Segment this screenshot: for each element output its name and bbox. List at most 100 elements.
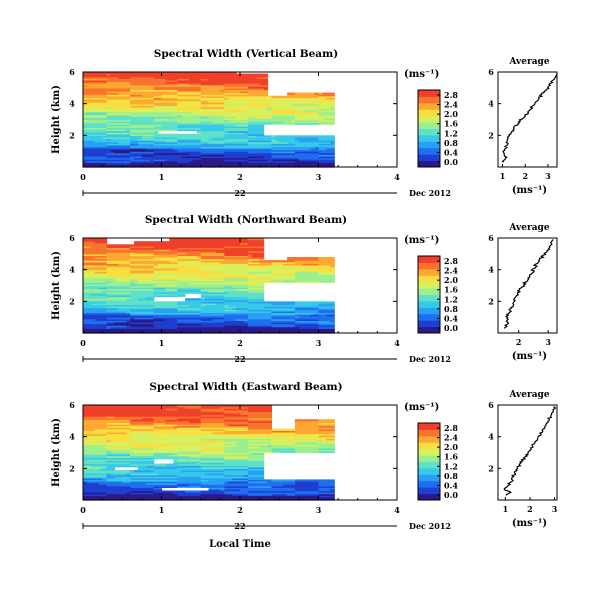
heat-cell — [228, 121, 233, 124]
heat-cell — [267, 119, 272, 122]
heat-cell — [236, 141, 241, 144]
heat-cell — [185, 159, 190, 162]
heat-cell — [86, 122, 92, 125]
heatmap-cells — [83, 72, 335, 168]
heat-cell — [106, 95, 112, 98]
heat-cell — [196, 75, 202, 78]
heat-cell — [86, 121, 92, 124]
heat-cell — [208, 92, 214, 95]
heat-cell — [83, 106, 88, 110]
heat-cell — [192, 154, 198, 157]
heat-cell — [110, 113, 115, 116]
heat-cell — [200, 135, 206, 138]
average-x-tick-label: 1 — [500, 171, 506, 181]
heat-cell — [204, 162, 210, 165]
heat-cell — [83, 122, 88, 125]
heat-cell — [106, 148, 112, 151]
heat-cell — [137, 114, 143, 117]
heat-cell — [149, 152, 155, 155]
heat-cell — [247, 121, 253, 124]
heat-cell — [212, 143, 218, 146]
heat-cell — [247, 114, 253, 117]
heat-cell — [185, 329, 190, 333]
heat-cell — [149, 159, 155, 162]
heat-cell — [251, 329, 257, 333]
heat-cell — [83, 86, 88, 89]
heat-cell — [126, 124, 131, 127]
heat-cell — [216, 98, 221, 102]
heat-cell — [173, 146, 178, 149]
heat-cell — [204, 129, 210, 132]
heat-cell — [141, 119, 147, 122]
heat-cell — [228, 78, 233, 81]
heat-cell — [141, 129, 147, 132]
heat-cell — [130, 81, 135, 84]
heat-cell — [306, 301, 312, 304]
heat-cell — [298, 102, 304, 105]
heat-cell — [114, 149, 119, 152]
heat-cell — [83, 130, 88, 133]
heat-cell — [322, 301, 327, 304]
heat-cell — [255, 105, 261, 108]
heat-cell — [137, 138, 143, 141]
heat-cell — [243, 94, 249, 97]
heat-cell — [188, 129, 194, 132]
heat-cell — [173, 78, 178, 81]
heat-cell — [110, 155, 115, 159]
heat-cell — [94, 116, 100, 119]
heat-cell — [98, 130, 104, 133]
heat-cell — [318, 95, 324, 98]
heat-cell — [259, 106, 265, 110]
heat-cell — [298, 163, 304, 167]
heat-cell — [177, 114, 182, 117]
heat-cell — [145, 81, 151, 84]
heat-cell — [102, 87, 108, 91]
heat-cell — [83, 103, 88, 106]
heat-cell — [259, 160, 265, 163]
heat-cell — [126, 103, 131, 106]
heat-cell — [232, 72, 237, 75]
heat-cell — [310, 113, 316, 116]
heat-cell — [228, 122, 233, 125]
heat-cell — [165, 76, 170, 79]
heat-cell — [185, 102, 190, 105]
heat-cell — [102, 117, 108, 121]
heat-cell — [90, 149, 96, 152]
heat-cell — [267, 159, 272, 162]
heat-cell — [318, 149, 324, 152]
heat-cell — [161, 117, 167, 121]
heat-cell — [145, 89, 151, 92]
heat-cell — [196, 72, 202, 75]
heat-cell — [157, 102, 163, 105]
heat-cell — [240, 91, 245, 94]
heat-cell — [326, 154, 331, 157]
heat-cell — [298, 152, 304, 155]
heat-cell — [279, 119, 284, 122]
heat-cell — [145, 103, 151, 106]
heat-cell — [102, 105, 108, 108]
heat-cell — [145, 155, 151, 159]
heat-cell — [94, 100, 100, 103]
heat-cell — [204, 84, 210, 87]
heat-cell — [255, 144, 261, 148]
heat-cell — [228, 81, 233, 84]
heat-cell — [251, 157, 257, 160]
heat-cell — [216, 141, 221, 144]
heat-cell — [153, 75, 159, 78]
heat-cell — [247, 92, 253, 95]
heat-cell — [283, 149, 288, 152]
heat-cell — [181, 81, 186, 84]
heat-cell — [204, 79, 210, 83]
heat-cell — [181, 328, 186, 331]
heat-cell — [165, 301, 170, 304]
heat-cell — [137, 141, 143, 144]
heat-cell — [137, 73, 143, 76]
heat-cell — [216, 83, 221, 86]
heat-cell — [181, 119, 186, 122]
heat-cell — [259, 111, 265, 114]
heat-cell — [169, 121, 174, 124]
heat-cell — [134, 100, 139, 103]
heat-cell — [310, 162, 316, 165]
heat-cell — [279, 301, 284, 304]
heat-cell — [185, 328, 190, 331]
